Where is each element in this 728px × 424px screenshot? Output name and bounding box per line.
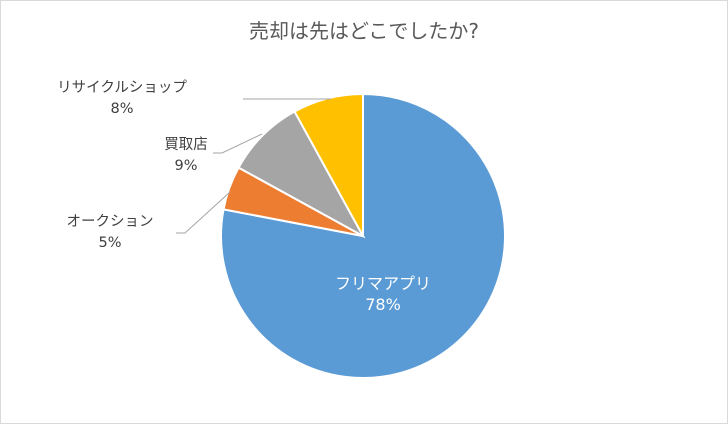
slice-percent-1: 5%: [98, 235, 121, 251]
slice-percent-0: 78%: [365, 295, 401, 314]
leader-line-1: [176, 191, 231, 234]
chart-title: 売却は先はどこでしたか?: [249, 19, 479, 43]
pie-slices: [220, 92, 506, 379]
pie-slice-2: [237, 110, 366, 239]
pie-slice-3: [293, 92, 364, 237]
slice-label-2: 買取店: [164, 136, 208, 153]
data-labels: フリマアプリ 78% オークション 5% 買取店 9% リサイクルショップ 8%: [57, 79, 431, 314]
slice-percent-3: 8%: [110, 101, 133, 117]
slice-label-1: オークション: [67, 213, 154, 230]
leader-lines: [176, 98, 331, 234]
slice-label-3: リサイクルショップ: [57, 79, 187, 96]
slice-percent-2: 9%: [174, 158, 197, 174]
leader-line-2: [213, 133, 263, 154]
slice-label-0: フリマアプリ: [335, 274, 431, 293]
